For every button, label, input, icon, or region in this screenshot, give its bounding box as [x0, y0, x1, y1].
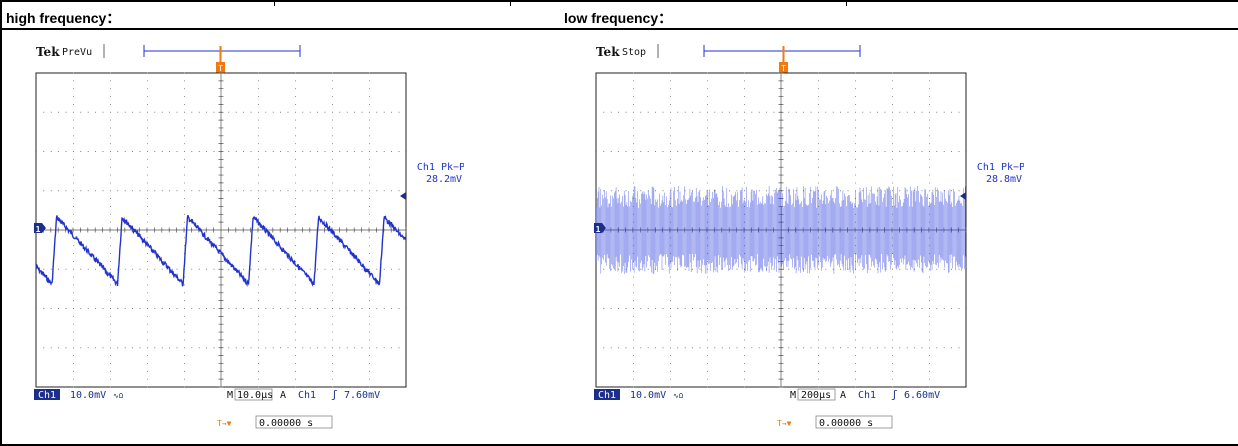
- channel-badge-bg: [34, 389, 60, 400]
- channel-badge-bg: [594, 389, 620, 400]
- trigger-level: 7.60mV: [344, 390, 380, 401]
- channel-1-ground-marker: 1: [34, 223, 46, 234]
- trigger-mode: A: [280, 390, 286, 401]
- volts-per-div: 10.0mV: [70, 390, 106, 401]
- channel-badge: Ch1: [598, 390, 616, 401]
- trigger-position-marker: T: [216, 46, 225, 73]
- measurement-value: 28.8mV: [986, 174, 1022, 185]
- measurement-value: 28.2mV: [426, 174, 462, 185]
- scope-state: Stop: [622, 47, 646, 58]
- column-divider: [274, 0, 275, 6]
- trigger-position-marker: T: [779, 46, 788, 73]
- graticule: [35, 72, 407, 388]
- trigger-level-arrow: [960, 192, 966, 200]
- column-divider: [846, 0, 847, 6]
- header-row: high frequency： low frequency：: [2, 2, 1238, 30]
- scope-brand: Tek: [36, 45, 60, 59]
- measurement-label: Ch1 Pk−Pk: [977, 162, 1024, 173]
- trigger-offset: 0.00000 s: [259, 418, 313, 429]
- svg-text:1: 1: [596, 225, 601, 234]
- timebase-prefix: M: [227, 390, 233, 401]
- trigger-level-arrow: [400, 192, 406, 200]
- trigger-offset-icon: T→▼: [217, 419, 232, 428]
- bandwidth-icon: ∿Ω: [673, 392, 683, 400]
- scope-state: PreVu: [62, 47, 92, 58]
- scope-screenshot-low-frequency: Tek Stop T 1 Ch1 Pk−Pk 28.8mV Ch1 10.0mV…: [594, 42, 1024, 432]
- timebase-prefix: M: [790, 390, 796, 401]
- timebase: 200µs: [801, 390, 831, 401]
- high-frequency-heading: high frequency：: [6, 10, 121, 26]
- waveform-trace: [35, 215, 407, 288]
- scope-screenshot-high-frequency: Tek PreVu T 1 Ch1 Pk−Pk 28.2mV Ch1 10.0m…: [34, 42, 464, 432]
- svg-text:1: 1: [36, 225, 41, 234]
- column-divider: [510, 0, 511, 6]
- trigger-channel: Ch1: [298, 390, 316, 401]
- table-top-border: [0, 0, 1238, 2]
- channel-badge: Ch1: [38, 390, 56, 401]
- trigger-slope-icon: ʃ: [891, 388, 898, 401]
- waveform-trace: [596, 186, 966, 274]
- trigger-slope-icon: ʃ: [331, 388, 338, 401]
- volts-per-div: 10.0mV: [630, 390, 666, 401]
- trigger-offset-icon: T→▼: [777, 419, 792, 428]
- scope-brand: Tek: [596, 45, 620, 59]
- svg-text:T: T: [218, 64, 223, 73]
- timebase: 10.0µs: [237, 390, 273, 401]
- record-position-indicator: [143, 45, 301, 57]
- record-position-indicator: [703, 45, 861, 57]
- trigger-channel: Ch1: [858, 390, 876, 401]
- low-frequency-heading: low frequency：: [564, 10, 673, 26]
- trigger-offset: 0.00000 s: [819, 418, 873, 429]
- trigger-level: 6.60mV: [904, 390, 940, 401]
- trigger-mode: A: [840, 390, 846, 401]
- bandwidth-icon: ∿Ω: [113, 392, 123, 400]
- svg-text:T: T: [781, 64, 786, 73]
- measurement-label: Ch1 Pk−Pk: [417, 162, 464, 173]
- channel-1-ground-marker: 1: [594, 223, 606, 234]
